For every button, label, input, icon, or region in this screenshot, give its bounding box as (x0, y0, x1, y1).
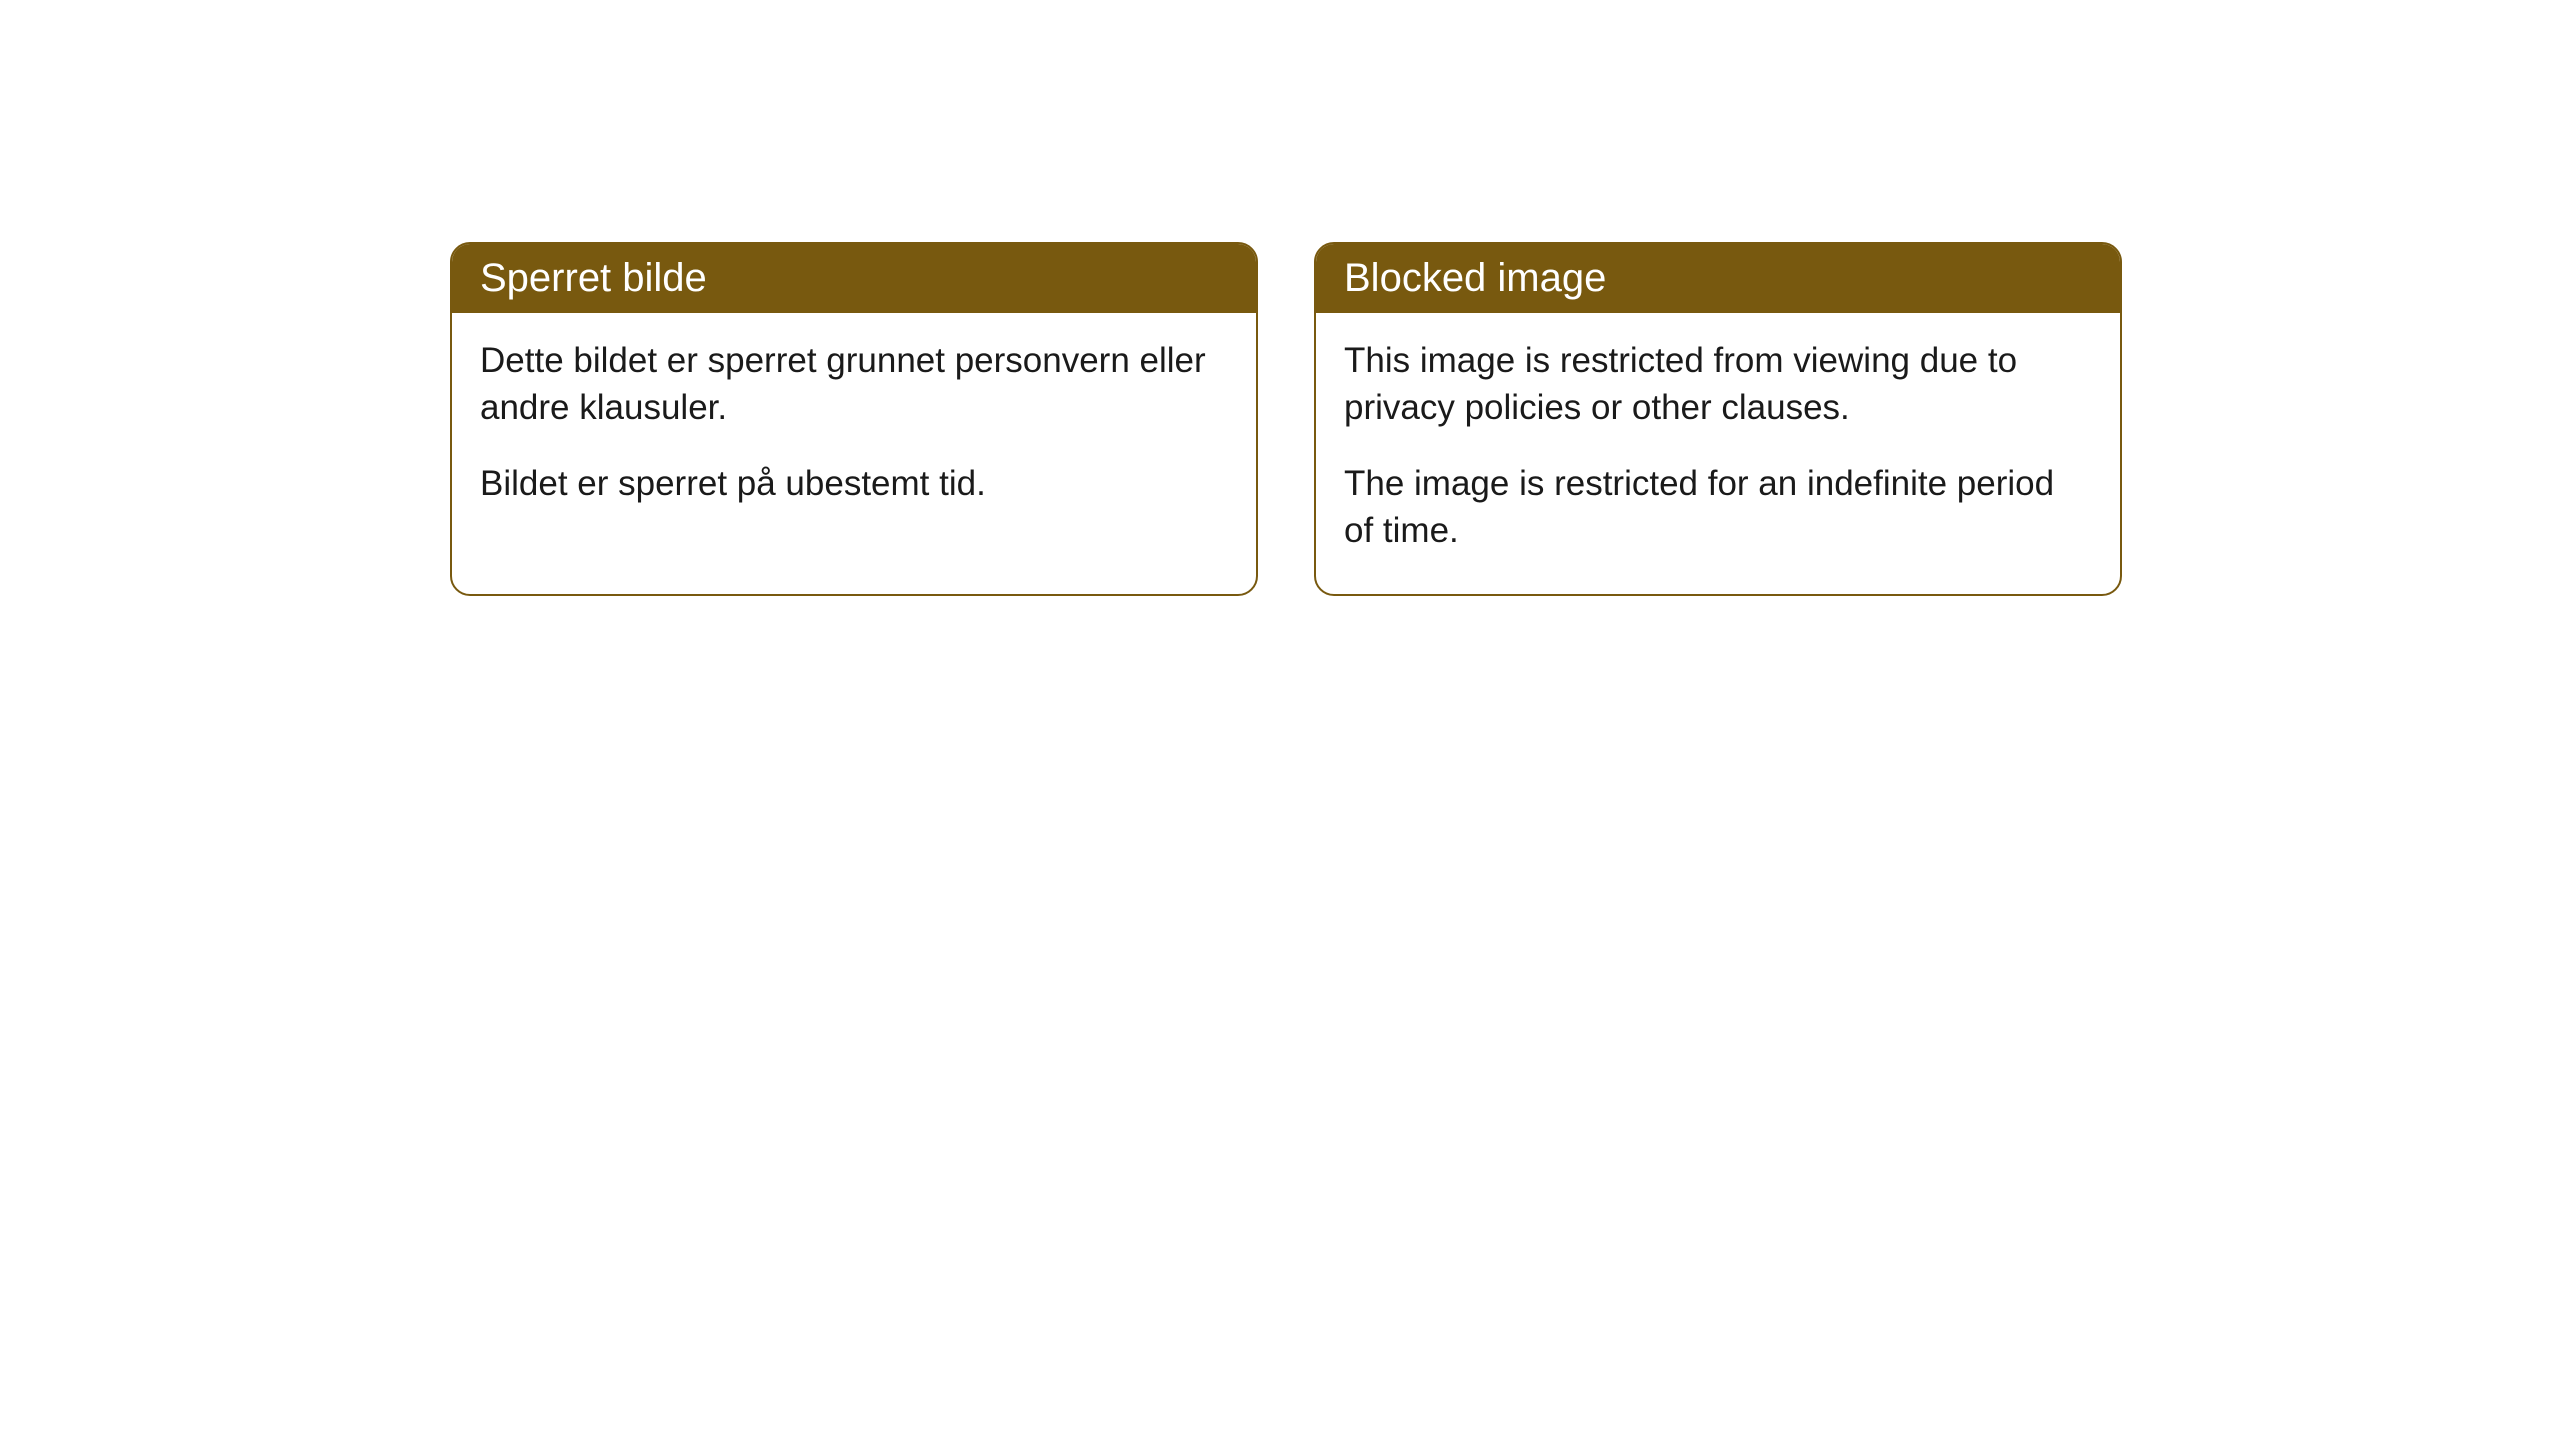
card-body: Dette bildet er sperret grunnet personve… (452, 313, 1256, 547)
card-paragraph: Bildet er sperret på ubestemt tid. (480, 460, 1228, 507)
card-paragraph: The image is restricted for an indefinit… (1344, 460, 2092, 555)
card-body: This image is restricted from viewing du… (1316, 313, 2120, 594)
card-header: Sperret bilde (452, 244, 1256, 313)
card-title: Sperret bilde (480, 256, 707, 300)
blocked-image-card-norwegian: Sperret bilde Dette bildet er sperret gr… (450, 242, 1258, 596)
notice-cards-container: Sperret bilde Dette bildet er sperret gr… (0, 0, 2560, 596)
card-paragraph: This image is restricted from viewing du… (1344, 337, 2092, 432)
blocked-image-card-english: Blocked image This image is restricted f… (1314, 242, 2122, 596)
card-paragraph: Dette bildet er sperret grunnet personve… (480, 337, 1228, 432)
card-header: Blocked image (1316, 244, 2120, 313)
card-title: Blocked image (1344, 256, 1606, 300)
